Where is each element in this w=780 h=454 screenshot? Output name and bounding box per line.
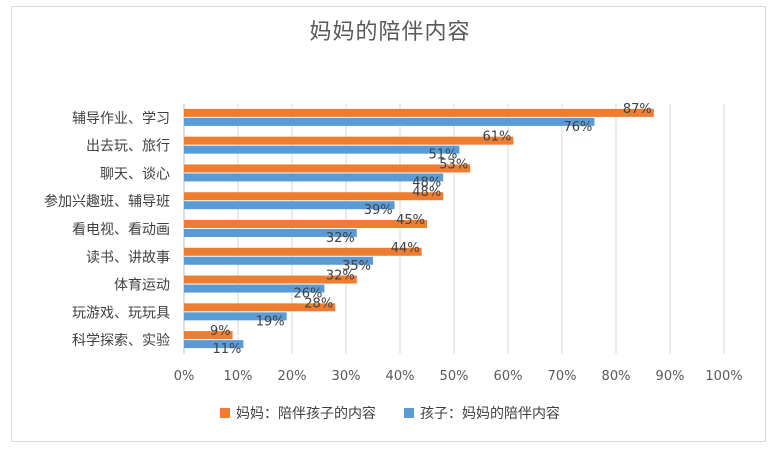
bar-mother (184, 220, 427, 228)
x-tick-label: 0% (174, 369, 195, 384)
bar-child (184, 256, 373, 265)
data-label-child: 26% (293, 287, 322, 302)
data-label-child: 32% (326, 231, 355, 246)
data-label-mother: 48% (412, 185, 441, 200)
bar-child (184, 117, 595, 126)
legend-swatch-child (404, 408, 414, 418)
bar-child (184, 284, 325, 293)
bar-child (184, 229, 357, 237)
category-label: 读书、讲故事 (86, 249, 170, 266)
data-label-child: 35% (342, 259, 371, 274)
x-tick-label: 30% (332, 369, 361, 384)
x-tick-label: 20% (278, 369, 307, 384)
data-label-child: 11% (212, 342, 241, 357)
bar-mother (184, 331, 233, 340)
data-label-mother: 32% (326, 269, 355, 284)
category-label: 出去玩、旅行 (86, 139, 170, 155)
data-label-mother: 87% (623, 102, 652, 117)
x-tick-label: 10% (224, 369, 253, 384)
data-label-child: 19% (256, 314, 285, 329)
category-label: 辅导作业、学习 (72, 111, 170, 127)
data-label-mother: 28% (304, 296, 333, 311)
bar-mother (184, 108, 654, 117)
category-label: 聊天、谈心 (100, 166, 170, 182)
bar-child (184, 173, 444, 182)
x-tick-label: 90% (656, 369, 685, 384)
category-label: 参加兴趣班、辅导班 (44, 193, 170, 210)
x-tick-label: 100% (705, 369, 742, 384)
bar-mother (184, 247, 422, 256)
bar-child (184, 340, 244, 349)
bar-mother (184, 275, 357, 284)
chart-legend: 妈妈：陪伴孩子的内容 孩子：妈妈的陪伴内容 (0, 403, 780, 423)
x-tick-label: 80% (602, 369, 631, 384)
category-label: 看电视、看动画 (72, 222, 170, 238)
data-label-mother: 9% (210, 324, 231, 339)
data-label-mother: 61% (482, 130, 511, 145)
legend-label-child: 孩子：妈妈的陪伴内容 (420, 406, 560, 422)
bar-mother (184, 192, 444, 201)
legend-item-mother: 妈妈：陪伴孩子的内容 (220, 403, 376, 423)
data-label-child: 48% (412, 175, 441, 190)
bar-mother (184, 164, 471, 173)
data-label-child: 39% (364, 203, 393, 218)
data-label-child: 51% (428, 148, 457, 163)
data-label-mother: 44% (391, 241, 420, 256)
category-label: 科学探索、实验 (72, 332, 170, 349)
x-tick-label: 60% (494, 369, 523, 384)
bar-mother (184, 136, 514, 145)
bar-child (184, 312, 287, 321)
bar-child (184, 201, 395, 210)
data-label-mother: 45% (396, 213, 425, 228)
x-tick-label: 50% (440, 369, 469, 384)
bar-mother (184, 303, 336, 312)
x-tick-label: 40% (386, 369, 415, 384)
chart-title: 妈妈的陪伴内容 (309, 20, 471, 45)
legend-swatch-mother (220, 408, 230, 418)
x-tick-label: 70% (548, 369, 577, 384)
category-label: 体育运动 (114, 278, 170, 294)
data-label-mother: 53% (439, 157, 468, 172)
bar-child (184, 145, 460, 154)
legend-item-child: 孩子：妈妈的陪伴内容 (404, 403, 560, 423)
legend-label-mother: 妈妈：陪伴孩子的内容 (236, 406, 376, 422)
category-label: 玩游戏、玩玩具 (72, 305, 170, 321)
data-label-child: 76% (563, 120, 592, 135)
